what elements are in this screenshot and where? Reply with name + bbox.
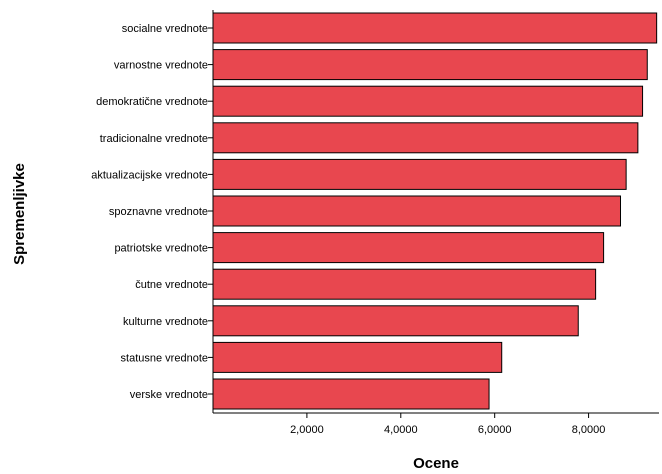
category-label: verske vrednote [130,389,208,401]
bar [212,49,648,81]
bar [212,122,639,154]
x-tick-label: 4,0000 [384,424,418,436]
category-label: socialne vrednote [122,23,208,35]
bar [212,12,658,44]
category-label: patriotske vrednote [114,243,208,255]
y-axis-title: Spremenljivke [11,163,28,265]
category-label: spoznavne vrednote [109,206,208,218]
category-label: tradicionalne vrednote [100,133,208,145]
x-tick-label: 8,0000 [572,424,606,436]
bar [212,232,605,264]
bar [212,378,490,410]
category-label: čutne vrednote [135,279,208,291]
category-label: statusne vrednote [121,352,208,364]
bar [212,85,644,117]
category-label: demokratične vrednote [96,96,208,108]
x-tick-label: 6,0000 [478,424,512,436]
bar [212,268,597,300]
category-label: varnostne vrednote [114,60,208,72]
x-axis-title: Ocene [413,455,459,472]
x-tick-label: 2,0000 [290,424,324,436]
bar [212,195,622,227]
bar [212,305,579,337]
category-label: kulturne vrednote [123,316,208,328]
bar [212,341,503,373]
bar [212,158,627,190]
category-label: aktualizacijske vrednote [91,169,208,181]
